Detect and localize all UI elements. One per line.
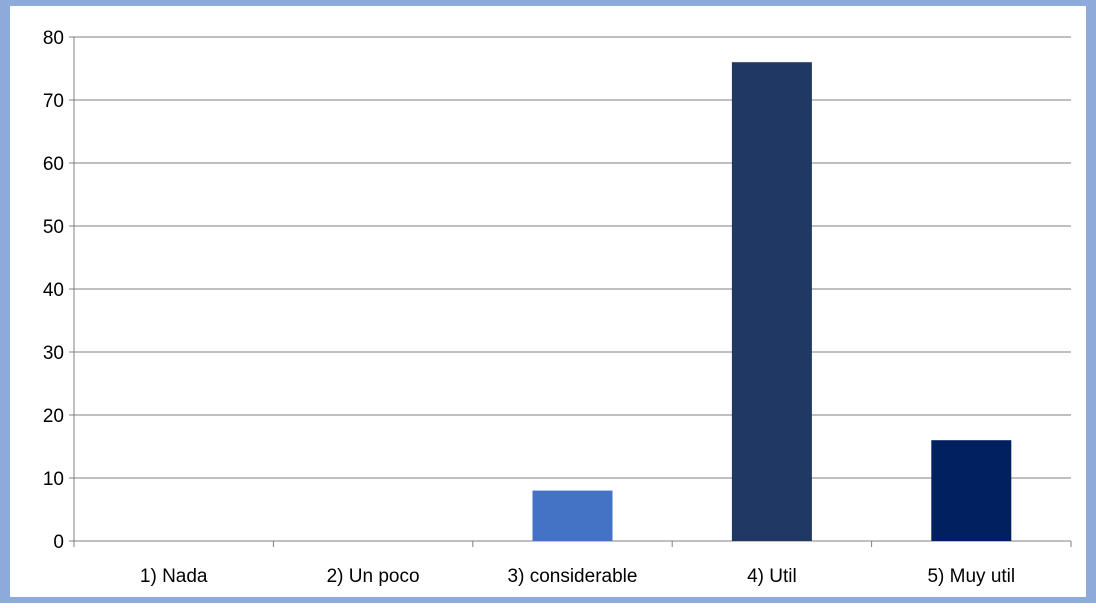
y-tick-label: 60: [43, 154, 64, 175]
bar-5: [931, 440, 1012, 541]
y-tick-label: 30: [43, 343, 64, 364]
y-tick-label: 50: [43, 217, 64, 238]
y-tick-label: 10: [43, 469, 64, 490]
y-tick-labels: 0 10 20 30 40 50 60 70 80: [43, 28, 64, 553]
x-tick-label: 3) considerable: [508, 566, 638, 587]
x-tick-label: 5) Muy util: [927, 566, 1015, 587]
x-tick-label: 4) Util: [747, 566, 797, 587]
y-tick-label: 0: [53, 532, 64, 553]
bars: [532, 62, 1012, 541]
x-tick-label: 2) Un poco: [327, 566, 420, 587]
x-tick-labels: 1) Nada 2) Un poco 3) considerable 4) Util 5…: [140, 566, 1015, 587]
x-tick-label: 1) Nada: [140, 566, 208, 587]
bar-3: [532, 490, 613, 541]
gridlines: [69, 36, 1071, 542]
y-tick-label: 40: [43, 280, 64, 301]
y-tick-label: 80: [43, 28, 64, 49]
y-tick-label: 70: [43, 91, 64, 112]
bar-4: [731, 62, 812, 541]
y-tick-label: 20: [43, 406, 64, 427]
